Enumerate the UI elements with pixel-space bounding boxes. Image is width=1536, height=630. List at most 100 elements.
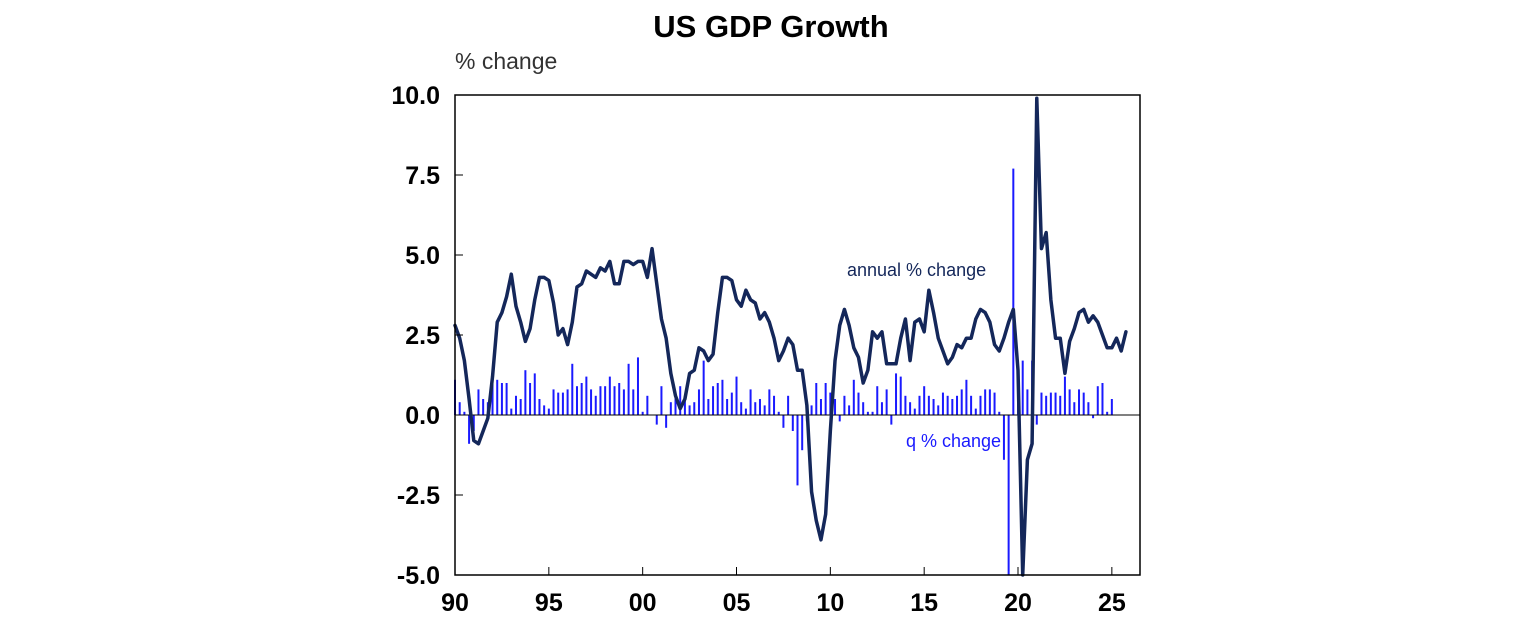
x-axis: 90 95 00 05 10 15 20 25 [441,567,1126,617]
x-tick-label: 00 [629,589,657,617]
quarterly-bar [913,408,916,415]
annual-series-label: annual % change [847,260,986,280]
quarterly-bar [1012,168,1015,415]
quarterly-bar [1040,392,1043,415]
quarterly-bar [590,389,593,415]
quarterly-bar [1106,411,1109,415]
quarterly-bar [468,415,471,444]
quarterly-bar [993,392,996,415]
quarterly-bar [1002,415,1005,460]
quarterly-bar [599,386,602,415]
quarterly-bar [660,386,663,415]
quarterly-bar [707,399,710,415]
quarterly-bar [482,399,485,415]
quarterly-bar [505,383,508,415]
quarterly-bar [538,399,541,415]
quarterly-bar [890,415,893,425]
x-tick-label: 20 [1004,589,1032,617]
quarterly-bar [777,411,780,415]
quarterly-bar [580,383,583,415]
y-tick-label: 10.0 [391,82,440,110]
quarterly-bar [632,389,635,415]
quarterly-bar [491,376,494,415]
quarterly-bar [496,379,499,415]
quarterly-bar [970,395,973,415]
quarterly-bar [904,395,907,415]
y-axis-unit-label: % change [455,48,557,74]
quarterly-bar [622,389,625,415]
quarterly-bar [524,370,527,415]
quarterly-bar [787,395,790,415]
quarterly-bar [1007,415,1010,575]
quarterly-bar [1035,415,1038,425]
quarterly-bar [716,383,719,415]
y-tick-label: -5.0 [397,562,440,590]
quarterly-bar [937,405,940,415]
quarterly-bar [866,411,869,415]
x-tick-label: 95 [535,589,563,617]
quarterly-bar [712,386,715,415]
quarterly-bar [951,399,954,415]
quarterly-bar [1110,399,1113,415]
chart-title: US GDP Growth [653,9,888,44]
quarterly-bar [693,402,696,415]
quarterly-bar [857,392,860,415]
y-tick-label: 2.5 [405,322,440,350]
quarterly-bar [1087,402,1090,415]
quarterly-bar [726,399,729,415]
quarterly-bar [665,415,668,428]
quarterly-bar [871,411,874,415]
quarterly-bar [721,379,724,415]
quarterly-bar [1092,415,1095,419]
quarterly-bar [1096,386,1099,415]
quarterly-bar [1068,389,1071,415]
quarterly-bar [899,376,902,415]
quarterly-bar [941,392,944,415]
quarterly-bar [979,395,982,415]
quarterly-bar [679,386,682,415]
x-tick-label: 90 [441,589,469,617]
quarterly-bar [636,357,639,415]
quarterly-bar [848,405,851,415]
quarterly-bar [646,395,649,415]
quarterly-bar [960,389,963,415]
quarterly-bar [773,395,776,415]
quarterly-bar [1021,360,1024,415]
quarterly-bar [791,415,794,431]
quarterly-bar [1054,392,1057,415]
x-tick-label: 15 [910,589,938,617]
quarterly-bar [862,402,865,415]
y-tick-label: 5.0 [405,242,440,270]
quarterly-bar [918,395,921,415]
quarterly-bar [796,415,799,486]
x-tick-label: 05 [723,589,751,617]
quarterly-bar [688,405,691,415]
quarterly-bar [674,395,677,415]
quarterly-bar [895,373,898,415]
quarterly-bar [876,386,879,415]
quarterly-bar [561,392,564,415]
quarterly-bar [838,415,841,422]
quarterly-bar [500,383,503,415]
quarterly-bar [932,399,935,415]
quarterly-bar [946,395,949,415]
quarterly-bar [519,399,522,415]
quarterly-bar [923,386,926,415]
quarterly-bar [627,363,630,415]
quarterly-bar [514,395,517,415]
quarterly-bar [594,395,597,415]
y-tick-label: 0.0 [405,402,440,430]
quarterly-bar [1073,402,1076,415]
quarterly-bar [618,383,621,415]
quarterly-bar [801,415,804,451]
quarterly-bar [988,389,991,415]
quarterly-bar [510,408,513,415]
quarterly-bar [463,411,466,415]
quarterly-bar [824,383,827,415]
quarterly-bar [758,399,761,415]
quarterly-bar [655,415,658,425]
quarterly-bar [1059,395,1062,415]
quarterly-bar [571,363,574,415]
quarterly-bar [819,399,822,415]
quarterly-bar [1082,392,1085,415]
